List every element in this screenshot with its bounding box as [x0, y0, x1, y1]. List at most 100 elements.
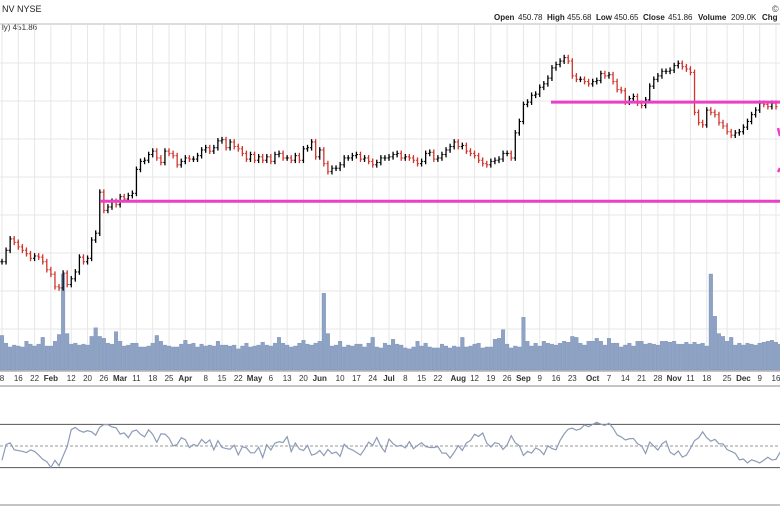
volume-bar: [162, 344, 167, 371]
x-tick-label: Jun: [313, 374, 327, 383]
volume-bar: [631, 345, 636, 371]
price-bar: [672, 62, 676, 74]
price-bar: [228, 139, 232, 151]
price-bar: [179, 158, 183, 168]
volume-bar: [403, 347, 408, 371]
price-bar: [415, 157, 420, 167]
volume-bar: [545, 342, 550, 371]
volume-bar: [69, 343, 74, 371]
volume-bar: [411, 346, 416, 371]
price-bar: [220, 136, 224, 144]
price-bar: [424, 150, 428, 165]
x-tick-label: Oct: [586, 374, 600, 383]
volume-bar: [558, 342, 563, 371]
price-bar: [20, 244, 24, 254]
volume-bar: [244, 342, 249, 371]
volume-bar: [643, 343, 648, 371]
volume-bar: [309, 344, 314, 371]
price-bar: [183, 155, 187, 165]
price-bar: [293, 152, 297, 164]
price-bar: [599, 70, 603, 84]
price-bar: [705, 107, 709, 128]
price-bar: [574, 73, 578, 83]
x-tick-label: 11: [132, 374, 141, 383]
volume-bar: [651, 343, 656, 371]
price-bar: [248, 151, 253, 162]
volume-bar: [110, 343, 114, 371]
price-bar: [236, 143, 240, 152]
volume-bar: [297, 342, 302, 371]
volume-bar: [171, 346, 176, 371]
volume-bar: [358, 343, 363, 371]
price-bar: [367, 155, 371, 165]
price-bar: [664, 68, 668, 75]
price-bar: [4, 247, 8, 265]
price-bar: [195, 152, 200, 162]
volume-bar: [391, 339, 396, 371]
volume-bar: [692, 342, 697, 371]
volume-bar: [154, 335, 159, 371]
volume-bar: [415, 341, 420, 371]
price-bar: [37, 253, 41, 260]
price-bar: [187, 155, 191, 162]
volume-bar: [317, 341, 322, 371]
volume-bar: [289, 346, 294, 371]
volume-bar: [468, 345, 473, 371]
volume-bar: [602, 344, 607, 371]
price-bar: [49, 266, 53, 278]
volume-bar: [277, 337, 281, 371]
volume-bar: [126, 344, 131, 371]
x-tick-label: 9: [537, 374, 542, 383]
price-bar: [73, 269, 77, 282]
volume-bar: [509, 347, 514, 371]
price-bar: [208, 144, 212, 154]
volume-bar: [700, 342, 705, 371]
volume-bar: [399, 344, 404, 371]
price-bar: [754, 107, 758, 118]
price-bar: [342, 155, 346, 168]
price-bar: [334, 165, 338, 172]
volume-bar: [505, 343, 510, 371]
volume-bar: [240, 345, 245, 371]
price-bar: [701, 119, 705, 128]
price-bar: [660, 68, 664, 79]
price-bar: [12, 236, 16, 246]
volume-bar: [219, 344, 224, 371]
volume-bar: [431, 347, 436, 371]
volume-bar: [529, 345, 534, 371]
x-tick-label: 26: [503, 374, 512, 383]
volume-bar: [167, 345, 172, 371]
price-bar: [318, 147, 322, 160]
price-bar: [521, 101, 526, 125]
x-tick-label: 10: [336, 374, 345, 383]
price-bar: [489, 158, 493, 168]
volume-bar: [439, 343, 444, 371]
price-bar: [444, 147, 448, 158]
price-bar: [151, 148, 155, 158]
volume-bar: [517, 346, 522, 371]
volume-bar: [183, 340, 188, 371]
chg-label: Chg: [762, 13, 778, 22]
volume-bar: [24, 341, 29, 371]
price-bar: [684, 63, 688, 72]
price-bar: [326, 160, 330, 175]
volume-bar: [484, 346, 489, 371]
price-bar: [721, 119, 725, 129]
volume-bar: [12, 344, 17, 371]
price-bar: [106, 204, 110, 214]
volume-bar: [721, 336, 726, 371]
price-bar: [509, 150, 513, 161]
volume-bar: [114, 331, 119, 371]
price-bar: [138, 158, 143, 173]
price-bar: [538, 84, 542, 97]
price-bar: [493, 157, 497, 165]
volume-bar: [4, 342, 9, 371]
volume-bar: [749, 343, 754, 371]
x-tick-label: 25: [165, 374, 174, 383]
volume-bar: [187, 343, 192, 371]
volume-bar: [774, 342, 778, 371]
price-bar: [379, 155, 383, 166]
price-bar: [224, 136, 228, 151]
price-bar: [85, 255, 90, 265]
high-label: High: [547, 13, 565, 22]
